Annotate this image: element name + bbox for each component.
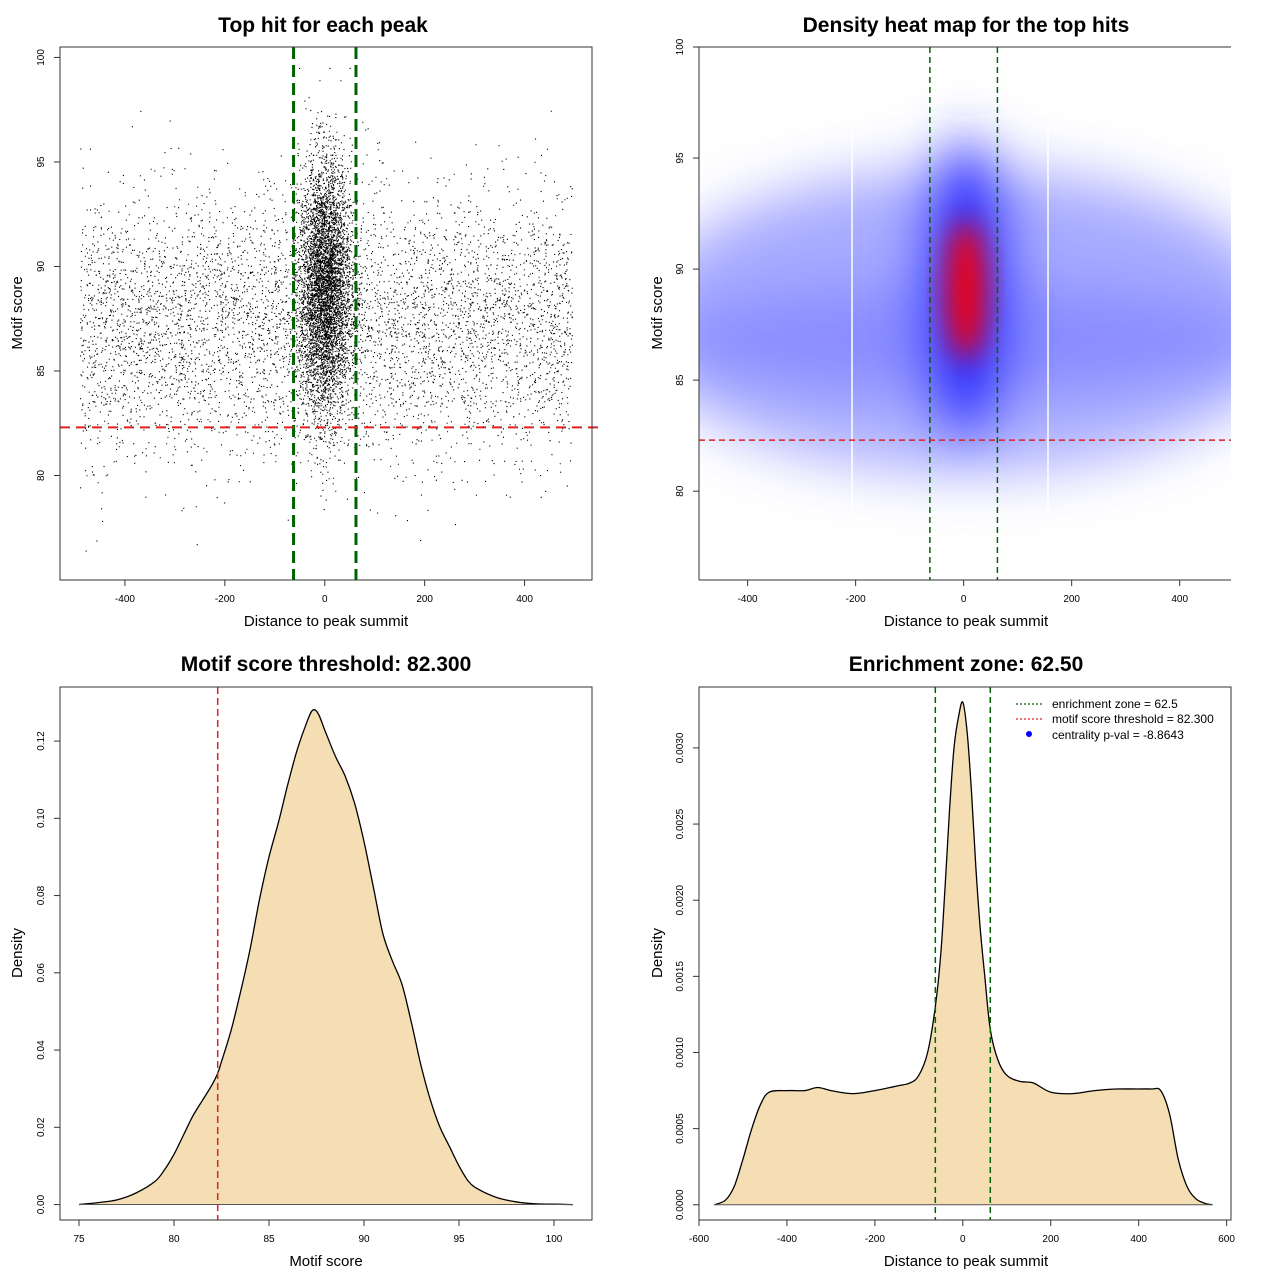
legend-pval-label: centrality p-val = -8.8643 <box>1052 728 1184 742</box>
score-density-x-axis: 75 80 85 90 95 100 <box>73 1220 563 1245</box>
scatter-points <box>80 67 573 552</box>
score-density-y-tick-label: 0.02 <box>36 1117 47 1137</box>
legend: enrichment zone = 62.5 motif score thres… <box>1016 697 1214 742</box>
heatmap-y-tick-label: 80 <box>675 485 686 497</box>
heatmap-y-tick-label: 85 <box>675 374 686 386</box>
heatmap-x-tick-label: -400 <box>738 594 758 605</box>
heatmap-x-axis: -400 -200 0 200 400 <box>738 580 1188 605</box>
panel-score-density: Motif score threshold: 82.300 75 80 85 90 95… <box>9 653 593 1270</box>
scatter-x-tick-label: -400 <box>115 594 135 605</box>
scatter-x-axis: -400 -200 0 200 400 <box>115 580 533 605</box>
score-density-x-tick-label: 75 <box>73 1234 85 1245</box>
distance-density-x-tick-label: 0 <box>960 1234 966 1245</box>
distance-density-y-axis: 0.0000 0.0005 0.0010 0.0015 0.0020 0.0025 0.00… <box>675 732 699 1220</box>
legend-threshold-label: motif score threshold = 82.300 <box>1052 712 1214 726</box>
score-density-x-tick-label: 95 <box>453 1234 465 1245</box>
score-density-title: Motif score threshold: 82.300 <box>181 653 472 676</box>
heatmap-x-tick-label: 0 <box>961 594 967 605</box>
score-density-x-label: Motif score <box>289 1253 362 1270</box>
panel-scatter: Top hit for each peak -400 -200 0 200 400 80… <box>9 14 600 630</box>
score-density-x-tick-label: 85 <box>263 1234 275 1245</box>
scatter-y-tick-label: 80 <box>36 469 47 481</box>
heatmap-x-tick-label: 200 <box>1063 594 1080 605</box>
distance-density-y-tick-label: 0.0000 <box>675 1189 686 1220</box>
distance-density-title: Enrichment zone: 62.50 <box>849 653 1084 676</box>
distance-density-x-label: Distance to peak summit <box>884 1253 1049 1270</box>
scatter-point-cloud <box>80 67 573 552</box>
distance-density-y-tick-label: 0.0015 <box>675 961 686 992</box>
heatmap-area <box>699 47 1231 580</box>
scatter-y-tick-label: 95 <box>36 156 47 168</box>
score-density-x-tick-label: 80 <box>168 1234 180 1245</box>
scatter-x-tick-label: 200 <box>416 594 433 605</box>
panel-heatmap: Density heat map for the top hits -400 -2… <box>649 14 1231 630</box>
heatmap-y-tick-label: 90 <box>675 263 686 275</box>
legend-enrichment-label: enrichment zone = 62.5 <box>1052 697 1178 711</box>
score-density-x-tick-label: 90 <box>358 1234 370 1245</box>
distance-density-y-tick-label: 0.0030 <box>675 732 686 763</box>
score-density-y-tick-label: 0.10 <box>36 808 47 828</box>
distance-density-x-tick-label: 600 <box>1218 1234 1235 1245</box>
heatmap-x-label: Distance to peak summit <box>884 613 1049 630</box>
distance-density-y-tick-label: 0.0010 <box>675 1037 686 1068</box>
distance-density-x-tick-label: 400 <box>1130 1234 1147 1245</box>
score-density-curve <box>78 709 574 1206</box>
scatter-y-tick-label: 100 <box>36 49 47 66</box>
distance-density-x-axis: -600 -400 -200 0 200 400 600 <box>689 1220 1235 1245</box>
distance-density-y-tick-label: 0.0005 <box>675 1113 686 1144</box>
distance-density-frame <box>698 686 1232 1221</box>
scatter-plot-frame <box>59 46 593 581</box>
distance-density-curve <box>714 701 1213 1206</box>
heatmap-x-tick-label: 400 <box>1171 594 1188 605</box>
heatmap-y-tick-label: 95 <box>675 152 686 164</box>
distance-density-y-tick-label: 0.0020 <box>675 884 686 915</box>
score-density-x-tick-label: 100 <box>546 1234 563 1245</box>
distance-density-x-tick-label: -200 <box>865 1234 885 1245</box>
heatmap-y-tick-label: 100 <box>675 38 686 55</box>
scatter-y-label: Motif score <box>9 276 26 349</box>
distance-density-x-tick-label: 200 <box>1042 1234 1059 1245</box>
score-density-y-tick-label: 0.00 <box>36 1194 47 1214</box>
legend-pval-marker <box>1026 731 1032 737</box>
panel-distance-density: Enrichment zone: 62.50 -600 -400 -200 0 200 4… <box>649 653 1235 1270</box>
score-density-y-axis: 0.00 0.02 0.04 0.06 0.08 0.10 0.12 <box>36 731 60 1214</box>
heatmap-peak-layer <box>946 220 986 360</box>
heatmap-y-label: Motif score <box>649 276 666 349</box>
distance-density-x-tick-label: -400 <box>777 1234 797 1245</box>
distance-density-y-tick-label: 0.0025 <box>675 808 686 839</box>
score-density-y-tick-label: 0.04 <box>36 1040 47 1060</box>
heatmap-y-axis: 80 85 90 95 100 <box>675 38 699 497</box>
score-density-y-tick-label: 0.12 <box>36 731 47 751</box>
score-density-area <box>79 709 573 1205</box>
score-density-y-tick-label: 0.08 <box>36 885 47 905</box>
scatter-y-axis: 80 85 90 95 100 <box>36 49 60 481</box>
scatter-x-label: Distance to peak summit <box>244 613 409 630</box>
heatmap-title: Density heat map for the top hits <box>803 14 1130 37</box>
scatter-x-tick-label: 0 <box>322 594 328 605</box>
distance-density-y-label: Density <box>649 927 666 978</box>
heatmap-x-tick-label: -200 <box>846 594 866 605</box>
score-density-frame <box>59 686 593 1221</box>
scatter-y-tick-label: 85 <box>36 365 47 377</box>
distance-density-area <box>714 701 1213 1205</box>
scatter-x-tick-label: -200 <box>215 594 235 605</box>
scatter-x-tick-label: 400 <box>516 594 533 605</box>
score-density-y-tick-label: 0.06 <box>36 963 47 983</box>
score-density-y-label: Density <box>9 927 26 978</box>
distance-density-x-tick-label: -600 <box>689 1234 709 1245</box>
scatter-y-tick-label: 90 <box>36 260 47 272</box>
scatter-title: Top hit for each peak <box>218 14 428 37</box>
